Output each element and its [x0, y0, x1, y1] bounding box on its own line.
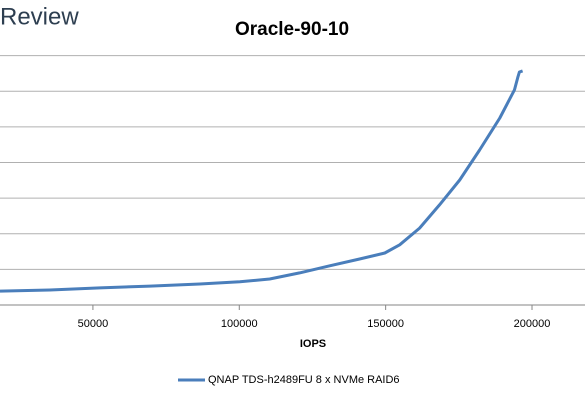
x-axis-label: IOPS — [300, 338, 326, 350]
chart-title: Oracle-90-10 — [235, 19, 349, 40]
x-tick-label: 150000 — [367, 318, 404, 330]
series-line — [0, 69, 524, 293]
x-tick-label: 50000 — [78, 318, 109, 330]
legend-label: QNAP TDS-h2489FU 8 x NVMe RAID6 — [208, 374, 400, 386]
x-tick-label: 200000 — [514, 318, 551, 330]
x-tick-label: 100000 — [221, 318, 258, 330]
logo: Review — [0, 3, 79, 30]
